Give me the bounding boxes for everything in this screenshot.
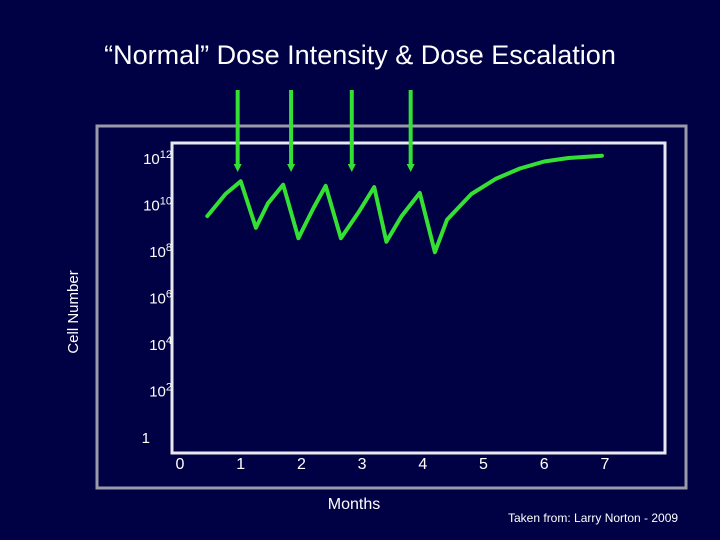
cell-number-curve [205, 153, 604, 255]
x-tick-label: 2 [297, 456, 306, 473]
y-tick-base: 10 [149, 244, 166, 261]
y-tick-label: 102 [149, 382, 172, 401]
y-tick-base: 1 [142, 430, 150, 447]
y-tick-base: 10 [143, 151, 160, 168]
y-tick-base: 10 [143, 198, 160, 215]
y-tick-exponent: 2 [166, 382, 172, 394]
y-tick-base: 10 [149, 337, 166, 354]
x-tick-label: 6 [540, 456, 549, 473]
source-credit: Taken from: Larry Norton - 2009 [508, 511, 679, 525]
y-axis-label: Cell Number [65, 270, 82, 353]
plot-area [170, 141, 667, 455]
y-tick-exponent: 10 [160, 196, 172, 208]
y-tick-exponent: 4 [166, 335, 172, 347]
y-tick-exponent: 8 [166, 242, 172, 254]
x-axis-label: Months [328, 496, 380, 513]
x-axis-ticks: 0 1 2 3 4 5 6 7 [176, 456, 610, 473]
y-tick-label: 106 [149, 289, 172, 308]
slide-title: “Normal” Dose Intensity & Dose Escalatio… [104, 40, 616, 70]
dose-arrows [233, 90, 415, 172]
plot-frame [95, 124, 688, 490]
y-tick-exponent: 6 [166, 289, 172, 301]
x-tick-label: 5 [479, 456, 488, 473]
y-tick-label: 108 [149, 242, 172, 261]
y-tick-base: 10 [149, 291, 166, 308]
y-tick-label: 104 [149, 335, 172, 354]
x-tick-label: 0 [176, 456, 185, 473]
x-tick-label: 4 [418, 456, 427, 473]
y-tick-label: 1012 [143, 149, 172, 168]
y-tick-base: 10 [149, 384, 166, 401]
y-tick-exponent: 12 [160, 149, 172, 161]
y-tick-label: 1010 [143, 196, 172, 215]
y-tick-label: 1 [142, 430, 150, 447]
x-tick-label: 1 [236, 456, 245, 473]
x-tick-label: 3 [358, 456, 367, 473]
x-tick-label: 7 [600, 456, 609, 473]
